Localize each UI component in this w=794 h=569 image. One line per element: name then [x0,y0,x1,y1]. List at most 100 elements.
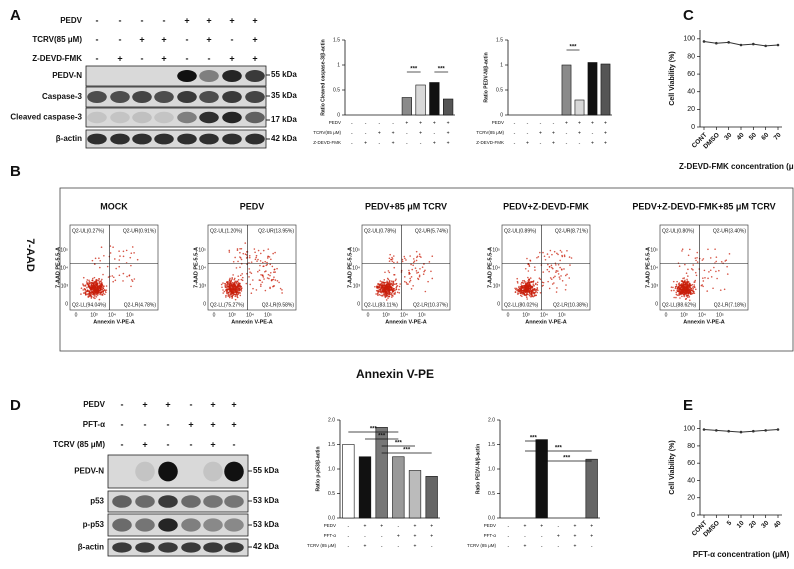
flow-event [390,292,393,295]
flow-event [248,256,251,259]
treatment-sign: + [364,523,367,529]
flow-event [411,268,414,271]
treatment-sign: + [117,53,122,63]
point [764,44,767,48]
flow-event [239,294,242,297]
treatment-sign: - [592,130,594,136]
quadrant-label: Q2-LR(10.38%) [553,302,588,308]
flow-event [270,258,272,261]
flow-y-tick: 10⁵ [198,247,206,253]
flow-event [388,282,391,285]
quadrant-label: Q2-LR(7.18%) [714,302,747,308]
flow-event [276,267,278,270]
treatment-sign: - [420,140,422,146]
flow-event [231,286,233,288]
blot-row-label: PEDV-N [74,467,104,476]
flow-event [130,252,133,255]
bar [443,98,454,116]
flow-event [228,290,231,293]
flow-event [239,274,242,277]
treatment-sign: + [539,130,542,136]
flow-event [231,277,233,279]
flow-event [239,286,242,289]
treatment-sign: + [380,523,383,529]
y-tick-label: 0 [691,124,695,131]
flow-event [419,268,421,270]
treatment-sign: + [430,533,433,539]
flow-event [126,275,128,278]
flow-event [245,282,248,285]
blot-band [224,461,244,482]
flow-y-tick: 10⁴ [650,265,658,271]
flow-x-tick: 10³ [382,312,390,318]
flow-event [516,280,519,283]
flow-event [238,287,241,290]
flow-event [415,259,418,262]
flow-event [718,269,720,272]
flow-event [521,280,524,282]
flow-x-label: Annexin V-PE-A [385,319,427,325]
y-tick-label: 0.0 [488,515,495,521]
treatment-sign: + [161,34,166,44]
flow-event [226,285,228,287]
treatment-sign: + [565,120,568,126]
panel-letter: E [683,397,693,414]
flow-event [90,297,93,299]
flow-event [232,292,235,295]
flow-event [681,286,683,288]
flow-event [546,253,549,255]
flow-event [395,288,397,291]
flow-event [526,257,528,260]
blot-band [132,111,152,124]
flow-event [715,256,718,258]
flow-event [86,286,88,289]
flow-event [101,290,103,293]
y-tick-label: 2.0 [488,417,495,423]
flow-y-tick: 0 [357,301,360,307]
flow-event [131,279,133,281]
flow-event [97,285,100,288]
flow-event [234,256,236,259]
flow-event [386,277,389,280]
flow-event [521,284,523,287]
flow-event [695,259,697,262]
flow-event [517,291,519,293]
flow-event [675,285,678,287]
flow-event [232,274,234,276]
treatment-sign: + [392,140,395,146]
point [752,42,755,46]
treatment-sign: + [591,140,594,146]
flow-event [672,286,674,289]
flow-event [238,292,240,294]
flow-event [694,281,696,283]
flow-event [267,248,270,250]
flow-event [86,279,89,281]
flow-y-label: 7-AAD PE-5.5-A [55,247,61,288]
flow-event [237,279,240,281]
flow-event [99,266,101,269]
flow-event [96,284,98,286]
blot-band [177,111,197,124]
blot-band [158,518,178,532]
flow-event [676,280,678,283]
flow-event [130,264,132,267]
blot-strip [85,86,267,108]
flow-y-tick: 10³ [353,283,361,289]
flow-event [684,283,687,285]
flow-event [392,282,394,285]
flow-event [273,268,276,271]
y-tick-label: 20 [687,106,695,113]
flow-event [561,255,564,258]
flow-event [409,279,412,282]
y-tick-label: 1.0 [328,466,335,472]
treatment-sign: + [139,34,144,44]
flow-event [516,277,519,280]
flow-event [686,286,688,288]
flow-event [239,292,242,294]
blot-band [87,111,107,124]
flow-event [383,293,386,295]
flow-event [675,293,678,296]
flow-event [428,261,431,263]
flow-event [133,278,136,280]
flow-event [234,295,237,298]
